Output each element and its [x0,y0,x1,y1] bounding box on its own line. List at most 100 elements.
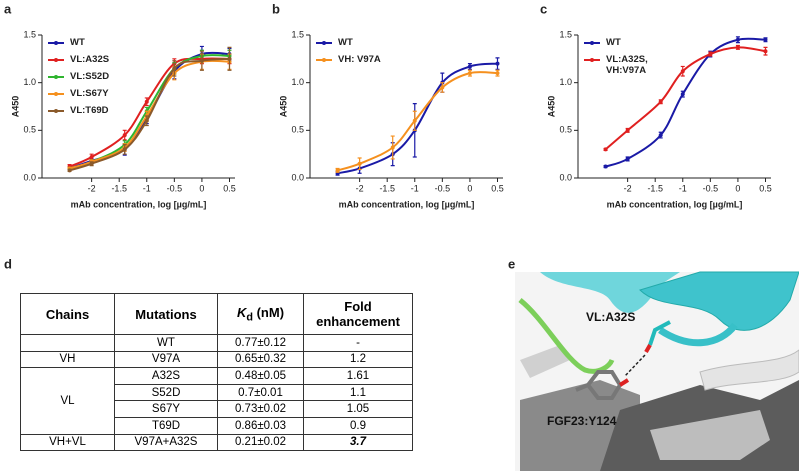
legend-label: VL:A32S, VH:V97A [606,54,648,76]
legend-label: VL:S52D [70,71,110,82]
y-axis-label: A450 [546,96,556,118]
legend-entry: WT [606,37,621,48]
loop [658,322,738,347]
legend-label: WT [606,37,621,48]
legend-marker [54,75,58,79]
data-point [763,49,768,54]
legend-marker [54,41,58,45]
legend-entry: VL:S67Y [70,88,109,99]
table-cell: V97A+A32S [114,433,218,452]
y-tick-label: 0.0 [559,172,572,182]
x-tick-label: -2 [356,183,364,193]
x-tick-label: -0.5 [435,183,451,193]
table-cell: 0.86±0.03 [217,416,304,435]
table-row: S67Y 0.73±0.02 1.05 [21,400,413,418]
y-tick-label: 0.5 [291,125,304,135]
data-point [144,99,149,104]
data-point [412,118,417,123]
data-point [467,64,472,69]
x-tick-label: 0 [467,183,472,193]
table-cell: VH [20,350,115,369]
data-point [89,161,94,166]
header-cell: Mutations [114,293,218,335]
legend-marker [590,41,594,45]
legend-marker [322,58,326,62]
table-cell: 0.48±0.05 [217,367,304,385]
data-point [122,147,127,152]
table-cell: 1.61 [303,367,413,385]
table-cell: 0.7±0.01 [217,383,304,402]
table-row: S52D 0.7±0.01 1.1 [21,383,413,402]
table-cell: - [303,334,413,352]
chart: c 0.0 0.5 1.0 1.5 -2 -1.5 -1 -0.5 0 0.5 mAb concent… [540,1,772,209]
sheet [520,345,570,378]
x-tick-label: 0.5 [491,183,504,193]
data-point [122,133,127,138]
y-tick-label: 0.5 [559,125,572,135]
y-tick-label: 1.5 [291,29,304,39]
data-point [357,161,362,166]
x-tick-label: -1 [679,183,687,193]
data-point [227,56,232,61]
data-point [680,92,685,97]
x-tick-label: -1 [143,183,151,193]
x-tick-label: 0 [735,183,740,193]
x-tick-label: -1.5 [647,183,663,193]
y-tick-label: 0.5 [23,125,36,135]
table-cell: T69D [114,416,218,435]
header-cell: Fold enhancement [303,293,413,335]
table-cell: 0.65±0.32 [217,350,304,369]
data-point [89,155,94,160]
data-point [603,147,608,152]
data-point [335,168,340,173]
data-point [680,69,685,74]
y-axis-label: A450 [10,96,20,118]
legend-entry: VH: V97A [338,54,381,65]
table-cell: 0.9 [303,416,413,435]
legend-marker [322,41,326,45]
legend-marker [590,58,594,62]
data-point [735,37,740,42]
x-axis-label: mAb concentration, log [µg/mL] [607,199,743,209]
data-point [467,71,472,76]
loop [518,298,615,374]
data-point [144,118,149,123]
table-row: VL A32S 0.48±0.05 1.61 [20,367,413,435]
x-tick-label: 0 [199,183,204,193]
data-point [440,85,445,90]
legend-label: WT [70,37,85,48]
data-point [708,52,713,57]
legend-entry: WT [338,37,353,48]
data-point [625,156,630,161]
y-tick-label: 1.5 [559,29,572,39]
residue-stick [618,378,630,387]
legend-label: VL:A32S [70,54,110,65]
y-axis-label: A450 [278,96,288,118]
data-point [495,61,500,66]
x-tick-label: -2 [88,183,96,193]
panel-label: d [4,256,12,271]
data-point [603,164,608,169]
table-row: VH V97A 0.65±0.32 1.2 [20,350,413,369]
y-tick-label: 1.5 [23,29,36,39]
header-cell: Chains [20,293,115,335]
kd-table: Chains Mutations Kd (nM) Fold enhancemen… [20,293,413,452]
table-cell: V97A [114,350,218,369]
data-point [172,66,177,71]
data-point [495,71,500,76]
panel-label: b [272,1,280,16]
legend-marker [54,109,58,113]
x-tick-label: -0.5 [167,183,183,193]
table-row: VH+VL V97A+A32S 0.21±0.02 3.7 [20,433,413,452]
y-tick-label: 0.0 [291,172,304,182]
residue-stick [648,320,671,346]
x-axis-label: mAb concentration, log [µg/mL] [339,199,475,209]
table-cell: 0.77±0.12 [217,334,304,352]
chart: a 0.0 0.5 1.0 1.5 -2 -1.5 -1 -0.5 0 0.5 mAb concent… [4,1,236,209]
data-point [625,128,630,133]
residue-stick [644,344,652,353]
panel-label: a [4,1,12,16]
protein-structure: VL:A32S FGF23:Y124 [515,271,799,471]
